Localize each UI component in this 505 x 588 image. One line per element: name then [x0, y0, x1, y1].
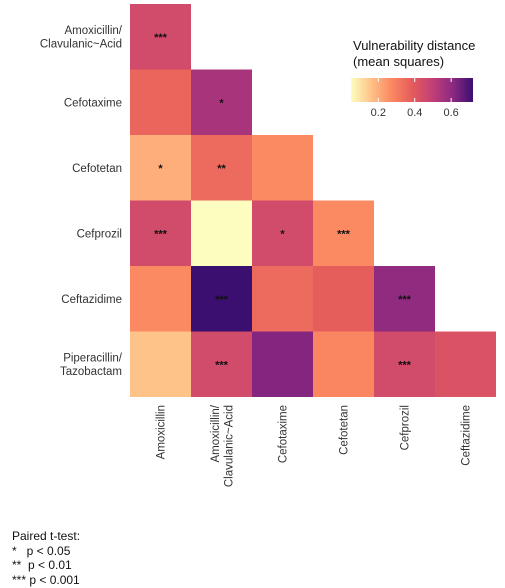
row-labels: Amoxicillin/Clavulanic~Acid Cefotaxime Cef…	[40, 25, 123, 378]
heatmap-cell	[252, 200, 313, 266]
legend-colorbar	[351, 78, 473, 102]
footnote-line-3: *** p < 0.001	[12, 572, 80, 587]
significance-mark: ***	[398, 359, 412, 371]
legend-tick-label: 0.6	[444, 107, 459, 119]
significance-mark: ***	[337, 228, 351, 240]
heatmap-cell	[313, 266, 374, 332]
heatmap-cell	[374, 331, 435, 397]
heatmap-cells	[130, 4, 496, 397]
row-label: Ceftazidime	[61, 294, 122, 306]
footnote-title: Paired t-test:	[12, 529, 81, 543]
column-label: Cefprozil	[400, 405, 412, 450]
heatmap-cell	[130, 200, 191, 266]
row-label: Cefotetan	[72, 163, 122, 175]
column-label: Cefotetan	[339, 405, 351, 455]
legend-tick-label: 0.2	[371, 107, 386, 119]
significance-mark: *	[280, 228, 285, 240]
significance-mark: ***	[154, 228, 168, 240]
row-label: Cefotaxime	[64, 97, 122, 109]
significance-mark: ***	[154, 32, 168, 44]
heatmap-cell	[191, 331, 252, 397]
heatmap-cell	[252, 135, 313, 201]
footnote-line-2: ** p < 0.01	[12, 558, 72, 572]
footnote-line-1: * p < 0.05	[12, 543, 71, 558]
significance-mark: ***	[215, 359, 229, 371]
heatmap-cell	[130, 69, 191, 135]
legend-title-line2: (mean squares)	[353, 54, 444, 69]
heatmap-cell	[374, 266, 435, 332]
significance-mark: **	[217, 163, 226, 175]
column-label: Cefotaxime	[278, 405, 290, 463]
heatmap-cell	[130, 331, 191, 397]
heatmap-cell	[130, 4, 191, 70]
significance-footnote: Paired t-test: * p < 0.05 ** p < 0.01 **…	[12, 529, 80, 587]
row-label: Cefprozil	[77, 228, 122, 240]
row-label: Piperacillin/Tazobactam	[60, 353, 123, 379]
legend-ticks: 0.2 0.4 0.6	[371, 78, 459, 119]
color-legend: Vulnerability distance (mean squares) 0.…	[351, 38, 475, 119]
legend-title-line1: Vulnerability distance	[353, 38, 475, 53]
column-label: Ceftazidime	[461, 405, 473, 466]
heatmap-cell	[191, 200, 252, 266]
heatmap-cell	[252, 331, 313, 397]
heatmap-chart: ***** ***** * ****** ****** *** Amoxicillin/C…	[40, 4, 496, 487]
heatmap-cell	[191, 266, 252, 332]
row-label: Amoxicillin/Clavulanic~Acid	[40, 25, 123, 51]
legend-tick-label: 0.4	[407, 107, 422, 119]
heatmap-cell	[252, 266, 313, 332]
heatmap-cell	[130, 135, 191, 201]
heatmap-cell	[313, 331, 374, 397]
column-label: Amoxicillin	[156, 405, 168, 459]
column-label: Amoxicillin/Clavulanic~Acid	[210, 404, 236, 487]
significance-mark: *	[158, 163, 163, 175]
column-labels: Amoxicillin Amoxicillin/Clavulanic~Acid Ce…	[156, 404, 473, 487]
heatmap-cell	[191, 69, 252, 135]
significance-marks: ***** ***** * ****** ****** ***	[154, 32, 412, 372]
heatmap-cell	[435, 331, 496, 397]
significance-mark: *	[219, 97, 224, 109]
significance-mark: ***	[398, 294, 412, 306]
heatmap-cell	[313, 200, 374, 266]
significance-mark: ***	[215, 294, 229, 306]
heatmap-cell	[191, 135, 252, 201]
heatmap-cell	[130, 266, 191, 332]
